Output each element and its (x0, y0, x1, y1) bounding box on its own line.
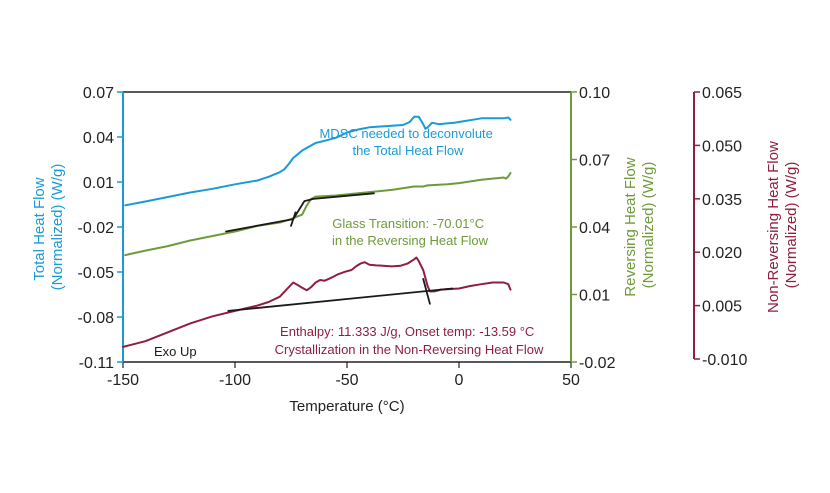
analysis-line (225, 218, 295, 233)
nonreversing-tick-label: 0.020 (702, 245, 742, 262)
annotation-mdsc: MDSC needed to deconvolute the Total Hea… (319, 126, 496, 158)
reversing-tick-label: 0.10 (579, 85, 610, 102)
nonreversing-tick-label: -0.010 (702, 352, 747, 369)
total-tick-label: 0.01 (83, 175, 114, 192)
annotation-crystallization-line1: Enthalpy: 11.333 J/g, Onset temp: -13.59… (280, 324, 534, 339)
x-tick-label: -100 (219, 372, 251, 389)
analysis-line (292, 192, 375, 220)
x-tick-label: 50 (562, 372, 580, 389)
reversing-tick-label: 0.07 (579, 153, 610, 170)
reversing-tick-label: 0.01 (579, 288, 610, 305)
reversing-tick-label: -0.02 (579, 355, 616, 372)
analysis-line (290, 211, 297, 227)
annotation-exo-up: Exo Up (154, 344, 197, 359)
nonreversing-tick-label: 0.065 (702, 85, 742, 102)
nonreversing-axis-title-line2: (Normalized) (W/g) (783, 162, 800, 289)
nonreversing-tick-label: 0.050 (702, 138, 742, 155)
annotation-crystallization-line2: Crystallization in the Non-Reversing Hea… (275, 342, 544, 357)
nonreversing-axis-title: Non-Reversing Heat Flow (Normalized) (W/… (765, 137, 800, 313)
total-axis-title: Total Heat Flow (Normalized) (W/g) (31, 164, 66, 291)
reversing-axis-title: Reversing Heat Flow (Normalized) (W/g) (622, 153, 657, 296)
reversing-axis-title-line2: (Normalized) (W/g) (640, 162, 657, 289)
annotation-crystallization: Enthalpy: 11.333 J/g, Onset temp: -13.59… (275, 324, 544, 357)
annotation-mdsc-line2: the Total Heat Flow (352, 143, 464, 158)
x-tick-label: -150 (107, 372, 139, 389)
analysis-line (227, 287, 454, 312)
annotation-mdsc-line1: MDSC needed to deconvolute (319, 126, 492, 141)
x-tick-label: -50 (335, 372, 358, 389)
total-tick-label: 0.04 (83, 130, 114, 147)
total-tick-label: -0.02 (78, 220, 115, 237)
total-axis-title-line2: (Normalized) (W/g) (49, 164, 66, 291)
reversing-axis-title-line1: Reversing Heat Flow (622, 157, 639, 296)
reversing-tick-label: 0.04 (579, 220, 610, 237)
annotation-glass-transition-line1: Glass Transition: -70.01°C (332, 216, 484, 231)
total-tick-label: 0.07 (83, 85, 114, 102)
nonreversing-tick-label: 0.035 (702, 192, 742, 209)
total-tick-label: -0.08 (78, 310, 115, 327)
annotation-glass-transition: Glass Transition: -70.01°C in the Revers… (332, 216, 489, 248)
total-heat-flow-line (124, 115, 512, 207)
analysis-line (422, 278, 431, 305)
total-axis-title-line1: Total Heat Flow (31, 177, 48, 281)
total-tick-label: -0.05 (78, 265, 115, 282)
annotation-glass-transition-line2: in the Reversing Heat Flow (332, 233, 489, 248)
reversing-heat-flow-line (124, 172, 512, 257)
nonreversing-axis-title-line1: Non-Reversing Heat Flow (765, 141, 782, 313)
x-axis-title: Temperature (°C) (289, 398, 404, 415)
x-tick-label: 0 (455, 372, 464, 389)
total-tick-label: -0.11 (79, 355, 114, 372)
nonreversing-tick-label: 0.005 (702, 299, 742, 316)
